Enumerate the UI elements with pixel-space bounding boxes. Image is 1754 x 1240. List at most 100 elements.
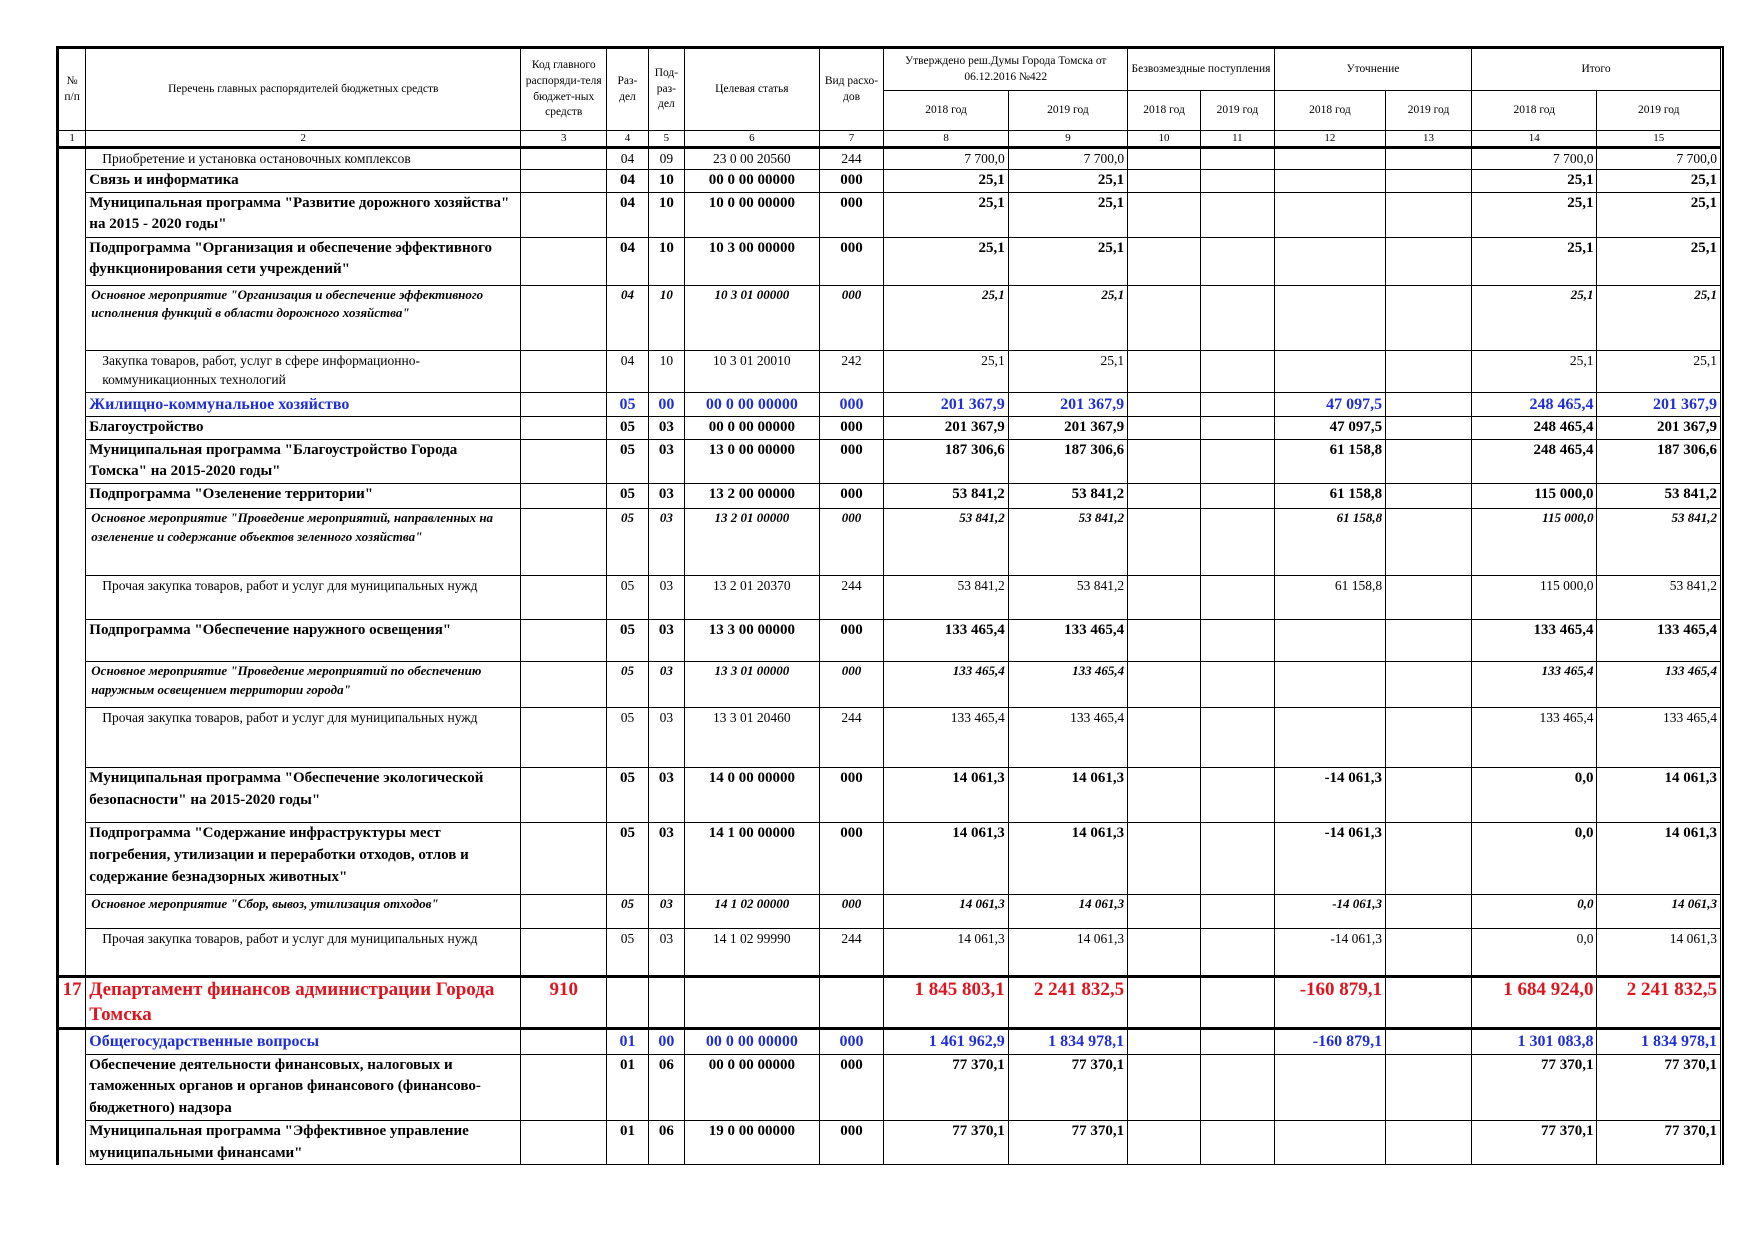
row-gratis-2019 bbox=[1199, 1053, 1275, 1121]
row-total-2019: 53 841,2 bbox=[1596, 508, 1721, 577]
row-podrazdel: 03 bbox=[647, 575, 686, 621]
row-number bbox=[57, 928, 87, 977]
row-gratis-2019 bbox=[1199, 508, 1275, 577]
row-clarification-2019 bbox=[1385, 391, 1473, 417]
row-approved-2019: 77 370,1 bbox=[1007, 1119, 1129, 1166]
row-approved-2018: 77 370,1 bbox=[883, 1119, 1009, 1166]
column-numbers-row: 1 2 3 4 5 6 7 8 9 10 11 12 13 14 15 bbox=[57, 130, 1721, 149]
row-approved-2019: 133 465,4 bbox=[1007, 707, 1129, 769]
row-clarification-2018 bbox=[1273, 236, 1387, 286]
row-total-2019: 25,1 bbox=[1596, 349, 1721, 393]
row-approved-2019: 14 061,3 bbox=[1007, 767, 1129, 824]
row-total-2019: 77 370,1 bbox=[1596, 1119, 1721, 1166]
row-target-article: 00 0 00 00000 bbox=[684, 391, 820, 417]
row-name: Муниципальная программа "Эффективное упр… bbox=[85, 1119, 522, 1166]
row-name: Подпрограмма "Обеспечение наружного осве… bbox=[85, 619, 522, 663]
table-row: 17 Департамент финансов администрации Гор… bbox=[57, 975, 1721, 1031]
row-approved-2018: 1 461 962,9 bbox=[883, 1028, 1009, 1055]
row-total-2018: 7 700,0 bbox=[1471, 146, 1598, 170]
row-total-2018: 25,1 bbox=[1471, 168, 1598, 193]
row-target-article: 13 3 01 00000 bbox=[684, 661, 820, 709]
row-target-article: 10 0 00 00000 bbox=[684, 191, 820, 238]
column-number: 6 bbox=[684, 130, 820, 149]
row-expense-type: 000 bbox=[818, 661, 885, 709]
row-razdel: 01 bbox=[606, 1028, 649, 1055]
row-number bbox=[57, 350, 87, 393]
row-approved-2018: 133 465,4 bbox=[883, 707, 1009, 769]
row-number bbox=[57, 416, 87, 440]
row-expense-type bbox=[818, 975, 885, 1031]
row-clarification-2018 bbox=[1273, 191, 1387, 238]
row-name: Подпрограмма "Озеленение территории" bbox=[85, 483, 522, 510]
row-number bbox=[57, 619, 87, 662]
row-total-2019: 25,1 bbox=[1596, 236, 1721, 286]
row-clarification-2018 bbox=[1273, 661, 1387, 709]
row-total-2019: 1 834 978,1 bbox=[1596, 1028, 1721, 1055]
row-code bbox=[520, 1119, 608, 1166]
row-clarification-2018 bbox=[1273, 168, 1387, 193]
row-razdel: 05 bbox=[606, 619, 649, 663]
row-podrazdel: 10 bbox=[647, 236, 686, 286]
row-target-article: 13 2 01 00000 bbox=[684, 508, 820, 577]
row-number bbox=[57, 822, 87, 895]
row-clarification-2019 bbox=[1385, 1053, 1473, 1121]
row-approved-2019: 25,1 bbox=[1007, 168, 1129, 193]
header-total: Итого bbox=[1471, 48, 1721, 91]
row-gratis-2018 bbox=[1127, 438, 1201, 485]
row-expense-type: 000 bbox=[818, 236, 885, 286]
row-gratis-2018 bbox=[1127, 191, 1201, 238]
row-code bbox=[520, 391, 608, 417]
row-podrazdel: 00 bbox=[647, 1028, 686, 1055]
row-total-2018: 248 465,4 bbox=[1471, 438, 1598, 485]
row-approved-2018: 14 061,3 bbox=[883, 822, 1009, 896]
row-approved-2019: 14 061,3 bbox=[1007, 822, 1129, 896]
row-gratis-2018 bbox=[1127, 146, 1201, 170]
row-gratis-2018 bbox=[1127, 894, 1201, 930]
row-code bbox=[520, 349, 608, 393]
row-razdel: 04 bbox=[606, 349, 649, 393]
row-total-2019: 14 061,3 bbox=[1596, 894, 1721, 930]
row-target-article: 13 3 01 20460 bbox=[684, 707, 820, 769]
row-clarification-2019 bbox=[1385, 619, 1473, 663]
row-clarification-2019 bbox=[1385, 508, 1473, 577]
row-total-2019: 53 841,2 bbox=[1596, 483, 1721, 510]
row-clarification-2019 bbox=[1385, 349, 1473, 393]
row-total-2018: 115 000,0 bbox=[1471, 508, 1598, 577]
row-podrazdel: 03 bbox=[647, 928, 686, 978]
row-approved-2019: 133 465,4 bbox=[1007, 661, 1129, 709]
column-number: 1 bbox=[57, 130, 87, 149]
row-target-article: 13 2 00 00000 bbox=[684, 483, 820, 510]
column-number: 8 bbox=[883, 130, 1009, 149]
row-code bbox=[520, 508, 608, 577]
row-razdel: 05 bbox=[606, 575, 649, 621]
row-podrazdel: 06 bbox=[647, 1053, 686, 1121]
header-year: 2018 год bbox=[1471, 90, 1598, 131]
row-gratis-2018 bbox=[1127, 822, 1201, 896]
row-expense-type: 244 bbox=[818, 707, 885, 769]
row-clarification-2019 bbox=[1385, 483, 1473, 510]
header-podrazdel: Под-раз-дел bbox=[647, 48, 686, 131]
row-approved-2019: 201 367,9 bbox=[1007, 391, 1129, 417]
row-clarification-2018 bbox=[1273, 1053, 1387, 1121]
row-gratis-2018 bbox=[1127, 928, 1201, 978]
column-number: 4 bbox=[606, 130, 649, 149]
row-gratis-2018 bbox=[1127, 707, 1201, 769]
row-number bbox=[57, 237, 87, 286]
row-gratis-2019 bbox=[1199, 1028, 1275, 1055]
row-total-2018: 25,1 bbox=[1471, 349, 1598, 393]
row-approved-2019: 14 061,3 bbox=[1007, 928, 1129, 978]
row-clarification-2018 bbox=[1273, 1119, 1387, 1166]
row-number bbox=[57, 169, 87, 193]
row-expense-type: 000 bbox=[818, 168, 885, 193]
row-code bbox=[520, 661, 608, 709]
column-number: 10 bbox=[1127, 130, 1201, 149]
row-expense-type: 000 bbox=[818, 508, 885, 577]
row-podrazdel: 03 bbox=[647, 822, 686, 896]
table-row: Связь и информатика 04 10 00 0 00 00000 000 2… bbox=[57, 168, 1721, 193]
row-number bbox=[57, 661, 87, 708]
row-total-2019: 133 465,4 bbox=[1596, 707, 1721, 769]
row-razdel: 05 bbox=[606, 661, 649, 709]
row-code bbox=[520, 146, 608, 170]
row-target-article: 00 0 00 00000 bbox=[684, 1053, 820, 1121]
row-clarification-2018: -14 061,3 bbox=[1273, 822, 1387, 896]
